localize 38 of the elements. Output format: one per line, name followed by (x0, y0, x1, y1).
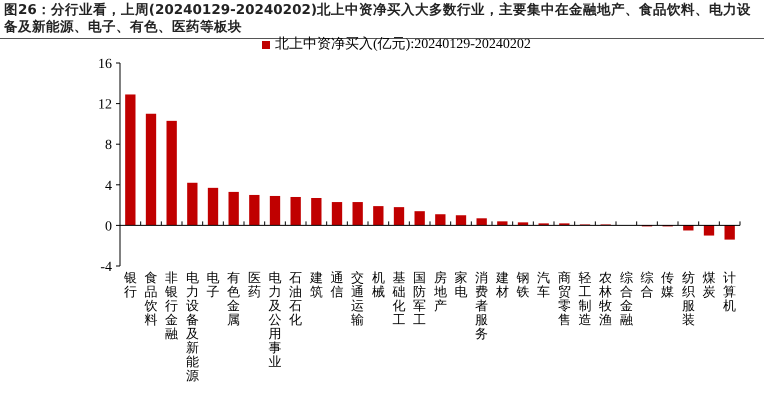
x-tick-label: 商贸零售 (558, 270, 571, 327)
x-tick-label: 农林牧渔 (598, 270, 612, 327)
x-tick-label: 通信 (330, 270, 344, 299)
y-tick-label: 8 (105, 138, 112, 154)
x-tick-label: 房地产 (432, 270, 447, 313)
x-tick-label: 建材 (494, 270, 509, 299)
x-tick-label: 家电 (454, 270, 468, 299)
x-tick-label: 煤炭 (702, 270, 716, 299)
x-tick-label: 传媒 (661, 270, 674, 299)
x-tick-label: 非银行金融 (164, 270, 178, 341)
y-tick-label: -4 (100, 260, 112, 275)
x-tick-label: 纺织服装 (682, 270, 695, 327)
x-tick-label: 综合 (640, 270, 654, 299)
x-tick-label: 电力设备及新能源 (186, 270, 199, 383)
y-tick-label: 12 (98, 98, 112, 113)
x-tick-label: 轻工制造 (578, 270, 592, 327)
x-tick-label: 银行 (122, 270, 137, 299)
x-tick-label: 钢铁 (516, 270, 530, 299)
x-tick-label: 有色金属 (227, 270, 240, 327)
y-tick-label: 16 (98, 57, 112, 72)
x-tick-label: 基础化工 (392, 270, 406, 327)
y-tick-label: 4 (105, 178, 112, 194)
x-tick-label: 计算机 (723, 270, 736, 313)
x-tick-label: 综合金融 (620, 270, 633, 327)
y-tick-label: 0 (105, 219, 112, 234)
x-tick-label: 食品饮料 (144, 270, 158, 327)
x-tick-label: 机械 (372, 270, 385, 299)
x-tick-label: 建筑 (308, 270, 323, 299)
x-tick-label: 石油石化 (289, 270, 302, 327)
x-tick-label: 消费者服务 (475, 270, 488, 341)
chart-title: 图26：分行业看，上周(20240129-20240202)北上中资净买入大多数行业，主要集中在金融地产、食品饮料、电力设备及新能源、电子、有色、医药等板块 (4, 2, 752, 35)
x-tick-label: 国防军工 (413, 270, 426, 327)
x-tick-label: 电力及公用事业 (268, 270, 282, 369)
x-tick-label: 医药 (248, 270, 261, 299)
x-tick-label: 汽车 (537, 270, 550, 299)
x-tick-label: 交通运输 (351, 270, 364, 327)
legend-label: 北上中资净买入(亿元):20240129-20240202 (275, 36, 531, 53)
x-tick-label: 电子 (206, 270, 220, 299)
